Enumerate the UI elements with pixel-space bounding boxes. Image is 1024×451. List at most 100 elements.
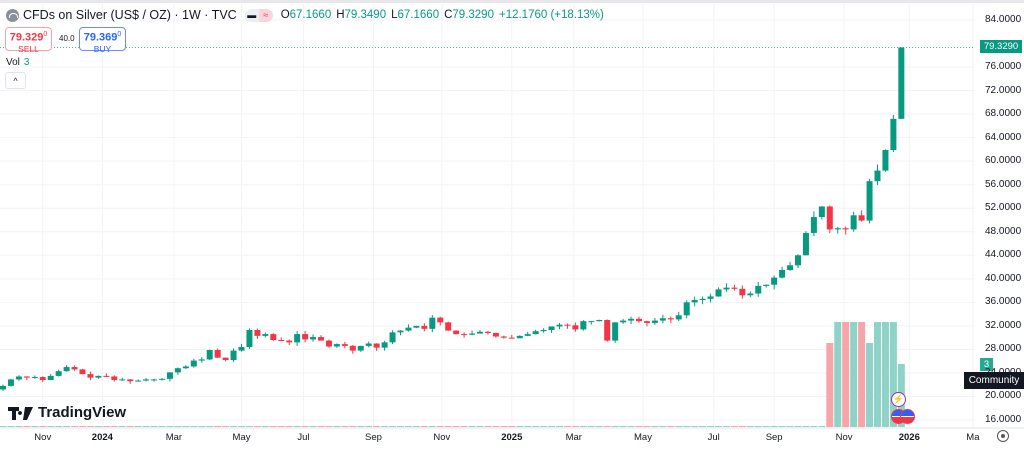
volume-bar xyxy=(7,426,15,427)
candle-body xyxy=(437,317,444,323)
lightning-event-icon[interactable]: ⚡ xyxy=(891,392,906,407)
volume-bar xyxy=(484,426,492,427)
ohlc-close: C79.3290 xyxy=(444,9,494,21)
ohlc-low: L67.1660 xyxy=(391,9,440,21)
volume-bar xyxy=(802,426,810,427)
candle-body xyxy=(310,337,317,340)
candle-body xyxy=(254,330,261,336)
silver-symbol-icon xyxy=(6,8,19,22)
candle-body xyxy=(166,372,173,379)
time-axis-label: 2024 xyxy=(91,432,113,443)
legend-toggle[interactable]: ▬ ≈ xyxy=(244,8,273,22)
candle-body xyxy=(874,170,881,182)
volume-bar xyxy=(404,426,412,427)
volume-bar xyxy=(563,426,571,427)
volume-bar xyxy=(309,426,317,427)
candle-body xyxy=(294,334,301,343)
price-axis-label: 52.0000 xyxy=(985,202,1022,214)
volume-bar xyxy=(198,426,206,427)
volume-bar xyxy=(842,322,850,427)
volume-bar xyxy=(142,426,150,427)
volume-bar xyxy=(818,426,826,427)
candle-body xyxy=(723,287,730,290)
volume-bar xyxy=(428,426,436,427)
price-axis-label: 24.0000 xyxy=(985,366,1022,378)
us-flag-event-icon-2[interactable] xyxy=(900,409,915,424)
buy-button[interactable]: 79.3690 BUY xyxy=(79,27,126,54)
candle-body xyxy=(667,318,674,320)
candle-body xyxy=(866,181,873,221)
candle-body xyxy=(413,325,420,328)
volume-bar xyxy=(611,426,619,427)
volume-bar xyxy=(667,426,675,427)
volume-bar xyxy=(412,426,420,427)
volume-bar xyxy=(230,426,238,427)
volume-bar xyxy=(627,426,635,427)
candle-body xyxy=(206,350,213,360)
volume-bar xyxy=(31,426,39,427)
candle-body xyxy=(445,322,452,331)
candle-body xyxy=(492,332,499,337)
candle-body xyxy=(222,357,229,360)
candle-body xyxy=(524,334,531,336)
candle-body xyxy=(628,318,635,321)
volume-bar xyxy=(492,426,500,427)
tradingview-logo-text: TradingView xyxy=(38,404,127,421)
price-axis-label: 16.0000 xyxy=(985,414,1022,425)
approx-icon[interactable]: ≈ xyxy=(258,8,273,22)
volume-bar xyxy=(532,426,540,427)
time-axis-label: 2026 xyxy=(898,432,920,443)
candle-body xyxy=(572,325,579,330)
volume-bar xyxy=(166,426,174,427)
candle-body xyxy=(898,47,905,119)
volume-legend[interactable]: Vol 3 xyxy=(6,57,29,68)
candle-body xyxy=(802,232,809,256)
tradingview-logo[interactable]: TradingView xyxy=(8,404,126,421)
volume-bar xyxy=(365,426,373,427)
volume-bar xyxy=(71,426,79,427)
volume-bar xyxy=(420,426,428,427)
volume-bar xyxy=(102,426,110,427)
candle-body xyxy=(63,367,70,372)
volume-bar xyxy=(397,426,404,427)
candle-body xyxy=(143,379,150,381)
candle-body xyxy=(119,379,126,381)
volume-bar xyxy=(389,426,397,427)
price-axis-label: 36.0000 xyxy=(985,296,1022,308)
price-axis-label: 44.0000 xyxy=(985,249,1022,261)
sell-price-sup: 0 xyxy=(43,31,48,38)
price-axis-label: 20.0000 xyxy=(985,390,1022,402)
candle-body xyxy=(516,335,523,339)
volume-bar xyxy=(63,426,71,427)
price-axis-label: 84.0000 xyxy=(985,14,1022,25)
volume-bar xyxy=(238,426,245,427)
volume-bar xyxy=(707,426,715,427)
minus-icon[interactable]: ▬ xyxy=(247,9,257,20)
candle-body xyxy=(826,206,833,230)
volume-bar xyxy=(301,426,309,427)
symbol-title[interactable]: CFDs on Silver (US$ / OZ) · 1W · TVC xyxy=(23,8,237,22)
settings-gear-icon[interactable] xyxy=(997,430,1009,442)
volume-bar xyxy=(452,426,460,427)
volume-bar xyxy=(508,426,516,427)
collapse-legend-button[interactable]: ^ xyxy=(5,72,26,89)
volume-bar xyxy=(738,426,746,427)
volume-bar xyxy=(548,426,556,427)
volume-bar xyxy=(699,426,707,427)
sell-button[interactable]: 79.3290 SELL xyxy=(5,27,52,54)
candle-body xyxy=(159,378,165,380)
time-axis-label: Mar xyxy=(565,432,582,443)
candle-body xyxy=(771,277,778,285)
candle-body xyxy=(636,318,642,322)
volume-label: Vol xyxy=(6,57,20,68)
candle-body xyxy=(405,327,412,331)
candle-body xyxy=(453,330,460,335)
volume-bar xyxy=(245,426,253,427)
candle-body xyxy=(651,320,658,323)
volume-bar xyxy=(269,426,277,427)
candle-body xyxy=(238,347,245,351)
candle-body xyxy=(198,359,205,361)
volume-bar xyxy=(651,426,659,427)
volume-bar xyxy=(866,343,874,427)
